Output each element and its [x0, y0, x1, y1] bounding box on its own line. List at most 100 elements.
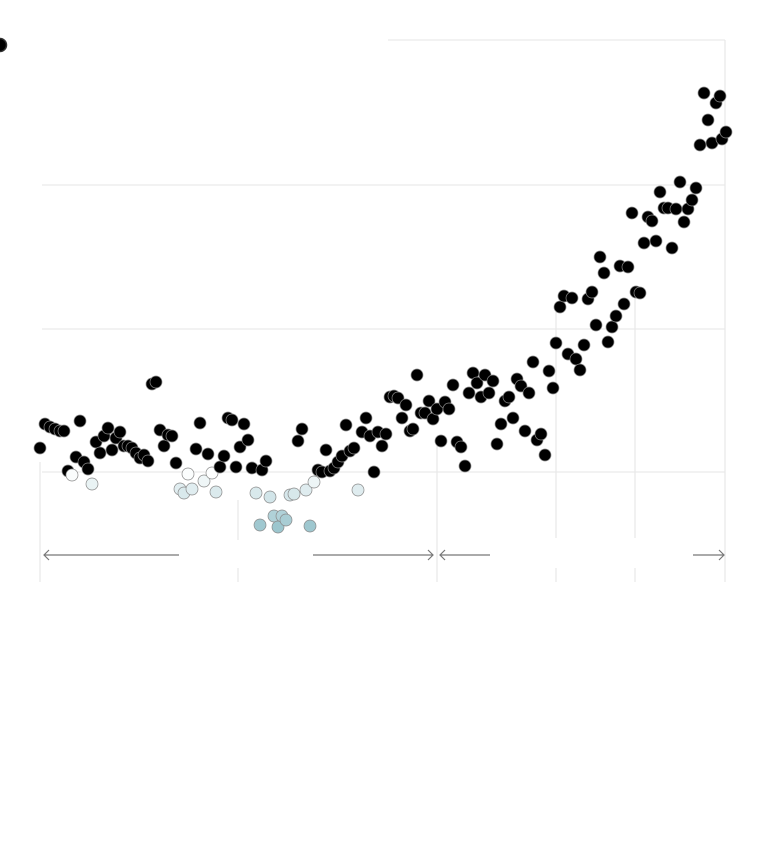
point	[490, 437, 504, 451]
point	[502, 390, 516, 404]
point	[482, 386, 496, 400]
point	[506, 411, 520, 425]
point	[141, 454, 155, 468]
point	[367, 465, 381, 479]
point	[462, 386, 476, 400]
point	[233, 440, 247, 454]
point	[73, 414, 87, 428]
point	[339, 418, 353, 432]
point	[299, 483, 313, 497]
point	[347, 441, 361, 455]
point	[271, 520, 285, 534]
point	[259, 454, 273, 468]
point	[303, 519, 317, 533]
point	[569, 352, 583, 366]
point	[701, 113, 715, 127]
point	[307, 475, 321, 489]
point	[625, 206, 639, 220]
point	[553, 300, 567, 314]
point	[406, 422, 420, 436]
point	[494, 417, 508, 431]
point	[193, 416, 207, 430]
point	[201, 447, 215, 461]
point	[593, 250, 607, 264]
point	[85, 477, 99, 491]
point	[685, 193, 699, 207]
point	[573, 363, 587, 377]
point	[673, 175, 687, 189]
point	[689, 181, 703, 195]
point	[375, 439, 389, 453]
point	[442, 402, 456, 416]
point	[57, 424, 71, 438]
point	[410, 368, 424, 382]
point	[713, 89, 727, 103]
point	[621, 260, 635, 274]
point	[395, 411, 409, 425]
point	[693, 138, 707, 152]
point	[597, 266, 611, 280]
point	[458, 459, 472, 473]
point	[165, 429, 179, 443]
point	[546, 381, 560, 395]
point	[101, 421, 115, 435]
point	[359, 411, 373, 425]
point	[263, 490, 277, 504]
point	[169, 456, 183, 470]
point	[697, 86, 711, 100]
point	[33, 441, 47, 455]
point	[391, 391, 405, 405]
point	[185, 482, 199, 496]
point	[149, 375, 163, 389]
point	[669, 202, 683, 216]
point	[677, 215, 691, 229]
point	[486, 374, 500, 388]
point	[399, 398, 413, 412]
point	[93, 446, 107, 460]
point	[319, 443, 333, 457]
point	[279, 513, 293, 527]
point	[645, 214, 659, 228]
point	[209, 485, 223, 499]
point	[249, 486, 263, 500]
point	[113, 425, 127, 439]
point	[637, 236, 651, 250]
decorations	[39, 39, 726, 582]
point	[241, 433, 255, 447]
point	[665, 241, 679, 255]
point	[538, 448, 552, 462]
arrow	[693, 549, 725, 561]
point	[197, 474, 211, 488]
point	[287, 487, 301, 501]
point	[217, 449, 231, 463]
point	[237, 417, 251, 431]
point	[181, 467, 195, 481]
point	[518, 424, 532, 438]
point	[542, 364, 556, 378]
point	[470, 376, 484, 390]
point	[577, 338, 591, 352]
point	[253, 518, 267, 532]
point	[81, 462, 95, 476]
point	[351, 483, 365, 497]
point	[434, 434, 448, 448]
point	[585, 285, 599, 299]
point	[549, 336, 563, 350]
point	[605, 320, 619, 334]
point	[295, 422, 309, 436]
point	[589, 318, 603, 332]
point	[213, 460, 227, 474]
point	[514, 379, 528, 393]
point	[379, 427, 393, 441]
point	[65, 468, 79, 482]
point	[609, 309, 623, 323]
point	[601, 335, 615, 349]
arrow	[313, 549, 434, 561]
point	[526, 355, 540, 369]
point	[617, 297, 631, 311]
point	[534, 427, 548, 441]
point	[522, 386, 536, 400]
point	[229, 460, 243, 474]
